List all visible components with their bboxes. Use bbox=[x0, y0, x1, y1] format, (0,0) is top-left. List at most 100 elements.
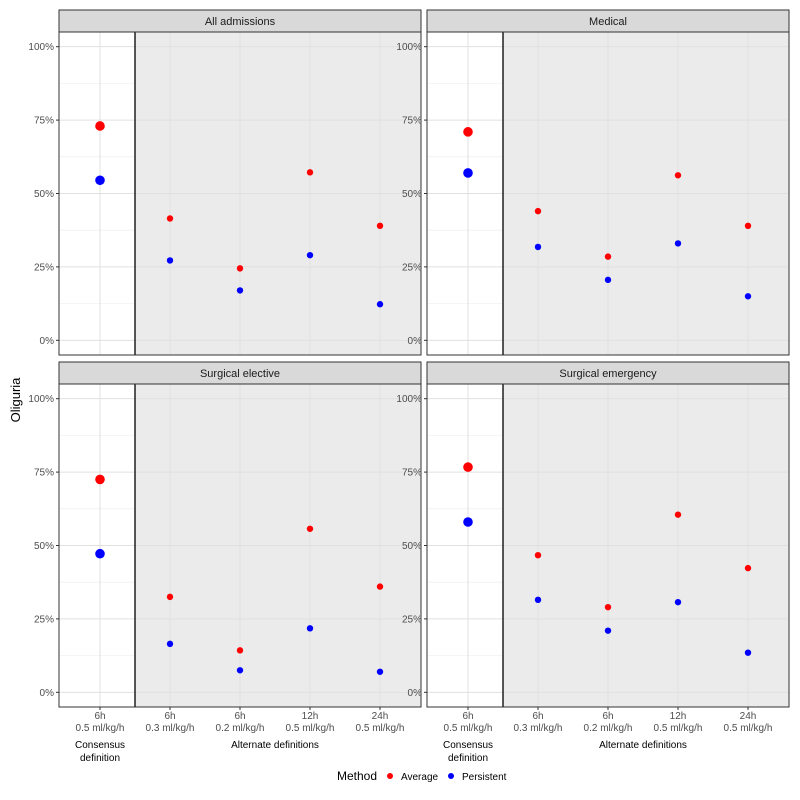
point-persistent bbox=[744, 649, 752, 656]
y-tick-label: 50% bbox=[402, 541, 422, 552]
y-tick-label: 25% bbox=[34, 262, 54, 273]
point-persistent bbox=[166, 640, 174, 648]
y-tick-label: 100% bbox=[396, 394, 422, 405]
y-tick-label: 100% bbox=[28, 42, 54, 53]
point-average bbox=[463, 462, 473, 472]
x-tick-line1: 6h bbox=[532, 711, 543, 722]
point-average bbox=[744, 222, 752, 229]
point-average bbox=[95, 474, 105, 485]
group-label-consensus-2: definition bbox=[80, 753, 120, 764]
point-average bbox=[744, 564, 752, 572]
y-tick-label: 0% bbox=[408, 688, 423, 699]
panel-border bbox=[58, 31, 422, 356]
x-tick-line2: 0.5 ml/kg/h bbox=[444, 723, 493, 734]
point-average bbox=[376, 583, 384, 590]
x-tick-line2: 0.2 ml/kg/h bbox=[584, 723, 633, 734]
y-tick-label: 0% bbox=[40, 336, 55, 347]
point-average bbox=[236, 647, 244, 654]
panel-title-surgical-elective: Surgical elective bbox=[200, 368, 280, 380]
point-persistent bbox=[463, 517, 473, 527]
point-average bbox=[534, 207, 542, 215]
legend-title: Method bbox=[337, 769, 377, 783]
point-average bbox=[376, 222, 384, 229]
panel-all-admissions: 0% 25% 50% 75% 100% bbox=[28, 31, 422, 356]
y-tick-label: 25% bbox=[402, 614, 422, 625]
x-tick-line1: 12h bbox=[302, 711, 319, 722]
point-persistent bbox=[376, 668, 384, 675]
y-tick-label: 75% bbox=[402, 116, 422, 127]
x-tick-line2: 0.3 ml/kg/h bbox=[514, 723, 563, 734]
x-tick-line2: 0.5 ml/kg/h bbox=[76, 723, 125, 734]
point-average bbox=[604, 603, 612, 611]
point-average bbox=[95, 121, 105, 131]
y-axis-title: Oliguria bbox=[8, 377, 23, 423]
x-tick-line1: 6h bbox=[234, 711, 245, 722]
x-tick-line2: 0.5 ml/kg/h bbox=[286, 723, 335, 734]
panel-title-all-admissions: All admissions bbox=[205, 16, 276, 28]
y-tick-label: 75% bbox=[34, 116, 54, 127]
point-persistent bbox=[744, 293, 752, 300]
legend-label-average: Average bbox=[401, 772, 439, 783]
y-tick-label: 100% bbox=[28, 394, 54, 405]
point-persistent bbox=[306, 251, 314, 259]
point-persistent bbox=[376, 301, 384, 308]
group-label-alternate: Alternate definitions bbox=[231, 740, 319, 751]
legend-key-average bbox=[387, 773, 393, 779]
y-tick-label: 100% bbox=[396, 42, 422, 53]
point-persistent bbox=[534, 596, 542, 604]
y-tick-label: 0% bbox=[40, 688, 55, 699]
point-average bbox=[306, 525, 314, 532]
x-tick-line2: 0.5 ml/kg/h bbox=[654, 723, 703, 734]
x-tick-line1: 6h bbox=[94, 711, 105, 722]
group-label-consensus-1: Consensus bbox=[75, 740, 125, 751]
point-persistent bbox=[604, 276, 612, 284]
x-tick-line2: 0.5 ml/kg/h bbox=[724, 723, 773, 734]
panel-surgical-emergency: 0% 25% 50% 75% 100% bbox=[396, 383, 790, 710]
point-average bbox=[166, 593, 174, 601]
x-tick-line2: 0.2 ml/kg/h bbox=[216, 723, 265, 734]
point-persistent bbox=[674, 598, 682, 606]
x-tick-line1: 6h bbox=[462, 711, 473, 722]
x-tick-line2: 0.5 ml/kg/h bbox=[356, 723, 405, 734]
point-persistent bbox=[95, 175, 105, 186]
point-average bbox=[463, 127, 473, 137]
point-persistent bbox=[463, 168, 473, 178]
point-average bbox=[674, 172, 682, 179]
y-tick-label: 50% bbox=[34, 541, 54, 552]
panel-medical: 0% 25% 50% 75% 100% bbox=[396, 31, 790, 356]
panel-title-surgical-emergency: Surgical emergency bbox=[559, 368, 657, 380]
point-persistent bbox=[236, 667, 244, 674]
panel-border bbox=[426, 31, 790, 356]
x-tick-line1: 6h bbox=[164, 711, 175, 722]
x-tick-line2: 0.3 ml/kg/h bbox=[146, 723, 195, 734]
point-persistent bbox=[95, 548, 105, 559]
group-label-alternate: Alternate definitions bbox=[599, 740, 687, 751]
panel-surgical-elective: 0% 25% 50% 75% 100% bbox=[28, 383, 422, 710]
point-average bbox=[306, 169, 314, 176]
legend-label-persistent: Persistent bbox=[462, 772, 507, 783]
y-tick-label: 25% bbox=[34, 614, 54, 625]
y-tick-label: 50% bbox=[34, 189, 54, 200]
point-persistent bbox=[306, 625, 314, 632]
x-tick-line1: 24h bbox=[740, 711, 757, 722]
group-label-consensus-2: definition bbox=[448, 753, 488, 764]
point-average bbox=[236, 265, 244, 272]
y-tick-label: 75% bbox=[34, 468, 54, 479]
x-tick-line1: 12h bbox=[670, 711, 687, 722]
group-label-consensus-1: Consensus bbox=[443, 740, 493, 751]
x-tick-line1: 24h bbox=[372, 711, 389, 722]
y-tick-label: 75% bbox=[402, 468, 422, 479]
y-tick-label: 0% bbox=[408, 336, 423, 347]
point-average bbox=[166, 215, 174, 222]
point-persistent bbox=[604, 627, 612, 634]
y-tick-label: 25% bbox=[402, 262, 422, 273]
point-average bbox=[604, 253, 612, 260]
point-average bbox=[534, 551, 542, 559]
legend-key-persistent bbox=[448, 773, 454, 779]
panel-border bbox=[58, 383, 422, 708]
point-persistent bbox=[236, 287, 244, 294]
point-average bbox=[674, 511, 682, 518]
y-tick-label: 50% bbox=[402, 189, 422, 200]
point-persistent bbox=[534, 243, 542, 251]
